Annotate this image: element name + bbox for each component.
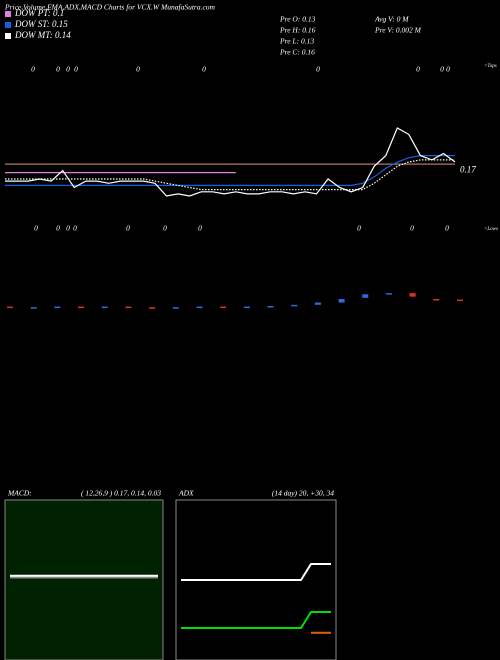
candle (267, 306, 274, 308)
line-series (5, 127, 456, 197)
top-marker: 0 (66, 65, 70, 74)
panel-title: MACD: (7, 489, 32, 498)
legend-label: DOW PT: 0.1 (14, 8, 64, 18)
low-marker: 0 (357, 224, 361, 233)
line-series (5, 159, 455, 191)
legend-label: DOW MT: 0.14 (14, 30, 71, 40)
top-marker: 0 (316, 65, 320, 74)
low-marker: 0 (198, 224, 202, 233)
panel-subtitle: ( 12,26,9 ) 0.17, 0.14, 0.03 (81, 489, 161, 498)
candle (409, 293, 416, 297)
candle (220, 306, 227, 309)
tops-label: <Tops (484, 64, 497, 69)
candle (149, 307, 156, 309)
legend-swatch (5, 11, 11, 17)
low-marker: 0 (163, 224, 167, 233)
info-text: Pre H: 0.16 (279, 26, 316, 35)
candle (457, 299, 463, 302)
panel-subtitle: (14 day) 20, +30, 34 (272, 489, 334, 498)
info-text: Pre O: 0.13 (279, 15, 316, 24)
legend-swatch (5, 22, 11, 28)
candle (314, 302, 321, 305)
top-marker: 0 (446, 65, 450, 74)
top-marker: 0 (56, 65, 60, 74)
chart-title: Price,Volume,EMA,ADX,MACD Charts for VCX… (4, 3, 216, 12)
info-text: Avg V: 0 M (374, 15, 409, 24)
info-text: Pre C: 0.16 (279, 48, 315, 57)
low-marker: 0 (410, 224, 414, 233)
candle (291, 304, 298, 307)
low-marker: 0 (445, 224, 449, 233)
line-series (181, 563, 331, 581)
low-marker: 0 (34, 224, 38, 233)
candle (385, 293, 392, 295)
low-marker: 0 (73, 224, 77, 233)
info-text: Pre V: 0.002 M (374, 26, 422, 35)
candle (78, 306, 85, 309)
candle (362, 294, 369, 298)
panel (4, 499, 164, 660)
top-marker: 0 (202, 65, 206, 74)
top-marker: 0 (136, 65, 140, 74)
top-marker: 0 (31, 65, 35, 74)
candle (196, 306, 203, 309)
top-marker: 0 (416, 65, 420, 74)
legend-label: DOW ST: 0.15 (14, 19, 68, 29)
candle (338, 299, 345, 303)
line-series (5, 155, 455, 186)
candle (101, 306, 108, 309)
legend-swatch (5, 33, 11, 39)
low-marker: 0 (66, 224, 70, 233)
low-marker: 0 (126, 224, 130, 233)
candle (172, 307, 179, 309)
panel-title: ADX (178, 489, 194, 498)
top-marker: 0 (440, 65, 444, 74)
candle (7, 306, 13, 309)
lows-label: <Lows (484, 227, 498, 232)
line-series (181, 611, 331, 629)
top-marker: 0 (74, 65, 78, 74)
candle (30, 307, 37, 309)
candle (243, 306, 250, 309)
candle (54, 306, 61, 309)
low-marker: 0 (56, 224, 60, 233)
candle (125, 306, 132, 309)
candle (433, 299, 440, 301)
info-text: Pre L: 0.13 (279, 37, 314, 46)
price-label: 0.17 (460, 164, 476, 174)
